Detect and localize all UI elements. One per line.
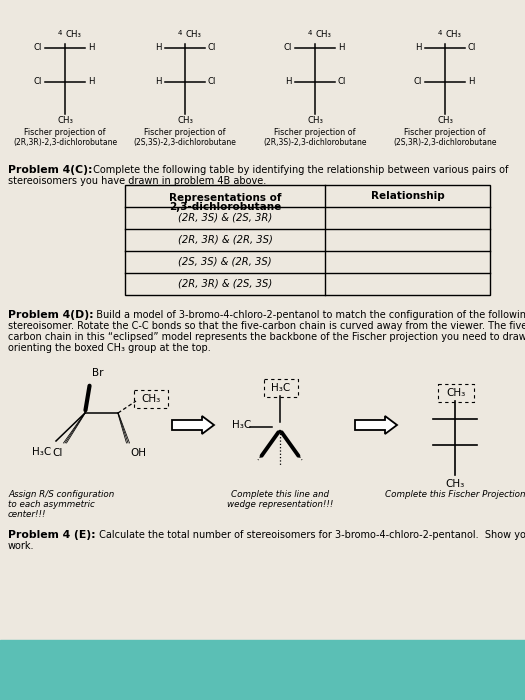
Text: 4: 4: [438, 30, 442, 36]
Text: Build a model of 3-bromo-4-chloro-2-pentanol to match the configuration of the f: Build a model of 3-bromo-4-chloro-2-pent…: [90, 310, 525, 320]
Text: Cl: Cl: [34, 78, 42, 87]
Text: CH₃: CH₃: [66, 30, 82, 39]
Text: to each asymmetric: to each asymmetric: [8, 500, 94, 509]
FancyArrow shape: [355, 416, 397, 434]
Text: 2,3-dichlorobutane: 2,3-dichlorobutane: [169, 202, 281, 212]
Text: Problem 4(C):: Problem 4(C):: [8, 165, 92, 175]
Text: H₃C: H₃C: [271, 383, 291, 393]
Text: H: H: [88, 43, 94, 52]
Text: center!!!: center!!!: [8, 510, 47, 519]
Text: CH₃: CH₃: [57, 116, 73, 125]
Text: Representations of: Representations of: [169, 193, 281, 204]
Text: Fischer projection of: Fischer projection of: [404, 128, 486, 137]
Text: H: H: [155, 43, 162, 52]
Bar: [125, 185, 490, 295]
Text: (2R,3S)-2,3-dichlorobutane: (2R,3S)-2,3-dichlorobutane: [263, 138, 367, 147]
Text: Cl: Cl: [468, 43, 476, 52]
Text: (2S, 3S) & (2R, 3S): (2S, 3S) & (2R, 3S): [178, 257, 272, 267]
FancyArrow shape: [172, 416, 214, 434]
Text: orienting the boxed CH₃ group at the top.: orienting the boxed CH₃ group at the top…: [8, 343, 211, 353]
Text: CH₃: CH₃: [177, 116, 193, 125]
Text: CH₃: CH₃: [316, 30, 332, 39]
Text: CH₃: CH₃: [445, 479, 465, 489]
Text: carbon chain in this “eclipsed” model represents the backbone of the Fischer pro: carbon chain in this “eclipsed” model re…: [8, 332, 525, 342]
Text: 4: 4: [177, 30, 182, 36]
Text: CH₃: CH₃: [446, 388, 466, 398]
Text: (2S,3R)-2,3-dichlorobutane: (2S,3R)-2,3-dichlorobutane: [393, 138, 497, 147]
Text: wedge representation!!!: wedge representation!!!: [227, 500, 333, 509]
Text: Br: Br: [92, 368, 103, 378]
Text: CH₃: CH₃: [186, 30, 202, 39]
Text: Cl: Cl: [284, 43, 292, 52]
Text: work.: work.: [8, 541, 35, 551]
Text: Complete this Fischer Projection: Complete this Fischer Projection: [385, 490, 525, 499]
Text: (2R, 3R) & (2S, 3S): (2R, 3R) & (2S, 3S): [178, 279, 272, 289]
Text: (2R,3R)-2,3-dichlorobutane: (2R,3R)-2,3-dichlorobutane: [13, 138, 117, 147]
Text: (2R, 3S) & (2S, 3R): (2R, 3S) & (2S, 3R): [178, 213, 272, 223]
Text: H: H: [286, 78, 292, 87]
Text: Cl: Cl: [208, 43, 216, 52]
Text: H₃C: H₃C: [33, 447, 51, 457]
Text: 4: 4: [58, 30, 62, 36]
Text: H: H: [88, 78, 94, 87]
Text: Fischer projection of: Fischer projection of: [274, 128, 356, 137]
Text: Relationship: Relationship: [371, 191, 444, 201]
Text: CH₃: CH₃: [437, 116, 453, 125]
Text: H: H: [415, 43, 422, 52]
Text: (2S,3S)-2,3-dichlorobutane: (2S,3S)-2,3-dichlorobutane: [133, 138, 236, 147]
Text: Fischer projection of: Fischer projection of: [24, 128, 106, 137]
Text: (2R, 3R) & (2R, 3S): (2R, 3R) & (2R, 3S): [177, 235, 272, 245]
Bar: [0, 640, 525, 700]
Text: Cl: Cl: [52, 448, 63, 458]
Text: Cl: Cl: [208, 78, 216, 87]
Text: Cl: Cl: [338, 78, 347, 87]
Text: OH: OH: [130, 448, 146, 458]
Text: Complete the following table by identifying the relationship between various pai: Complete the following table by identify…: [90, 165, 508, 175]
Text: Cl: Cl: [414, 78, 422, 87]
Text: Cl: Cl: [34, 43, 42, 52]
Text: Problem 4 (E):: Problem 4 (E):: [8, 530, 96, 540]
Text: Complete this line and: Complete this line and: [231, 490, 329, 499]
Text: H: H: [155, 78, 162, 87]
Text: CH₃: CH₃: [141, 394, 161, 404]
Text: H: H: [468, 78, 475, 87]
Text: stereoisomers you have drawn in problem 4B above.: stereoisomers you have drawn in problem …: [8, 176, 266, 186]
Text: Problem 4(D):: Problem 4(D):: [8, 310, 93, 320]
Text: H₃C: H₃C: [232, 420, 251, 430]
Text: Assign R/S configuration: Assign R/S configuration: [8, 490, 114, 499]
Text: CH₃: CH₃: [446, 30, 462, 39]
Text: H: H: [338, 43, 344, 52]
Text: stereoisomer. Rotate the C-C bonds so that the five-carbon chain is curved away : stereoisomer. Rotate the C-C bonds so th…: [8, 321, 525, 331]
Text: Fischer projection of: Fischer projection of: [144, 128, 226, 137]
Text: CH₃: CH₃: [307, 116, 323, 125]
Text: Calculate the total number of stereoisomers for 3-bromo-4-chloro-2-pentanol.  Sh: Calculate the total number of stereoisom…: [96, 530, 525, 540]
Text: 4: 4: [308, 30, 312, 36]
